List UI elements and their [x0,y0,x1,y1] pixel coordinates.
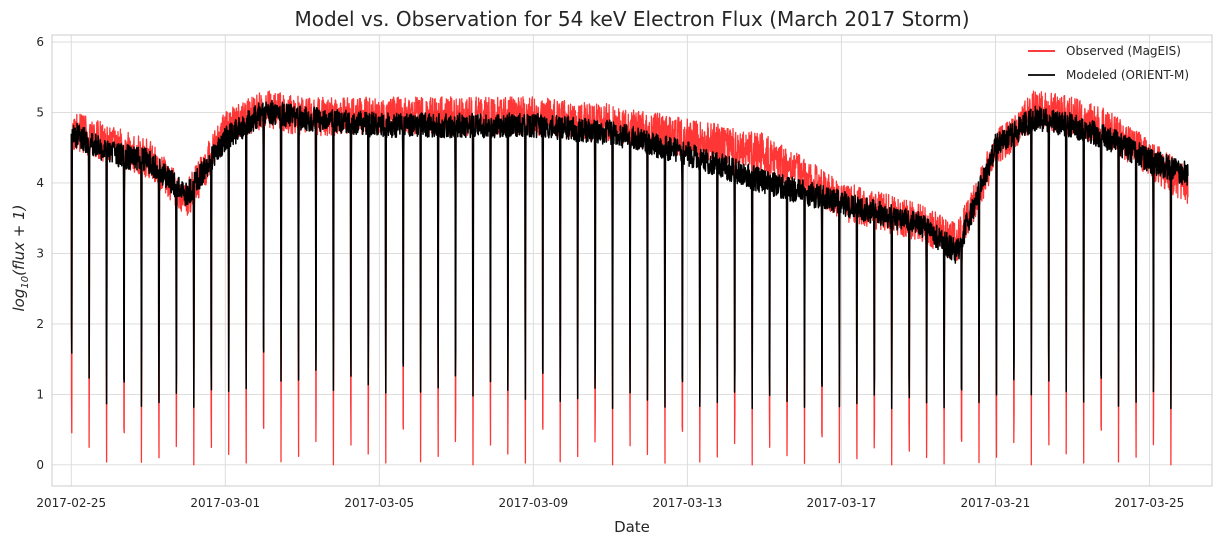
y-axis-title-prefix: log [10,289,28,312]
y-axis-title: log10(flux + 1) [10,204,31,311]
y-axis-title-subscript: 10 [20,276,31,289]
series-line-modeled [70,99,1189,410]
x-tick-label: 2017-03-25 [1115,496,1185,510]
y-tick-label: 2 [36,317,44,331]
y-tick-label: 0 [36,458,44,472]
x-tick-labels: 2017-02-25 2017-03-01 2017-03-05 2017-03-09… [36,496,1184,510]
legend-label-observed: Observed (MagEIS) [1066,44,1181,58]
y-tick-label: 3 [36,246,44,260]
x-axis-title: Date [614,518,650,536]
chart-title: Model vs. Observation for 54 keV Electro… [294,7,969,31]
y-tick-label: 4 [36,176,44,190]
x-tick-label: 2017-03-17 [807,496,877,510]
x-tick-label: 2017-03-21 [961,496,1031,510]
x-tick-label: 2017-03-13 [652,496,722,510]
legend-label-modeled: Modeled (ORIENT-M) [1066,68,1189,82]
x-tick-label: 2017-03-01 [190,496,260,510]
y-tick-labels: 0 1 2 3 4 5 6 [36,35,44,472]
x-tick-label: 2017-03-05 [344,496,414,510]
y-axis-title-suffix: (flux + 1) [10,204,28,275]
x-tick-label: 2017-02-25 [36,496,106,510]
plot-frame [51,34,1213,487]
x-tick-label: 2017-03-09 [498,496,568,510]
y-tick-label: 6 [36,35,44,49]
legend: Observed (MagEIS) Modeled (ORIENT-M) [1028,44,1189,82]
series-layer [70,90,1189,466]
y-tick-label: 5 [36,106,44,120]
y-tick-label: 1 [36,387,44,401]
